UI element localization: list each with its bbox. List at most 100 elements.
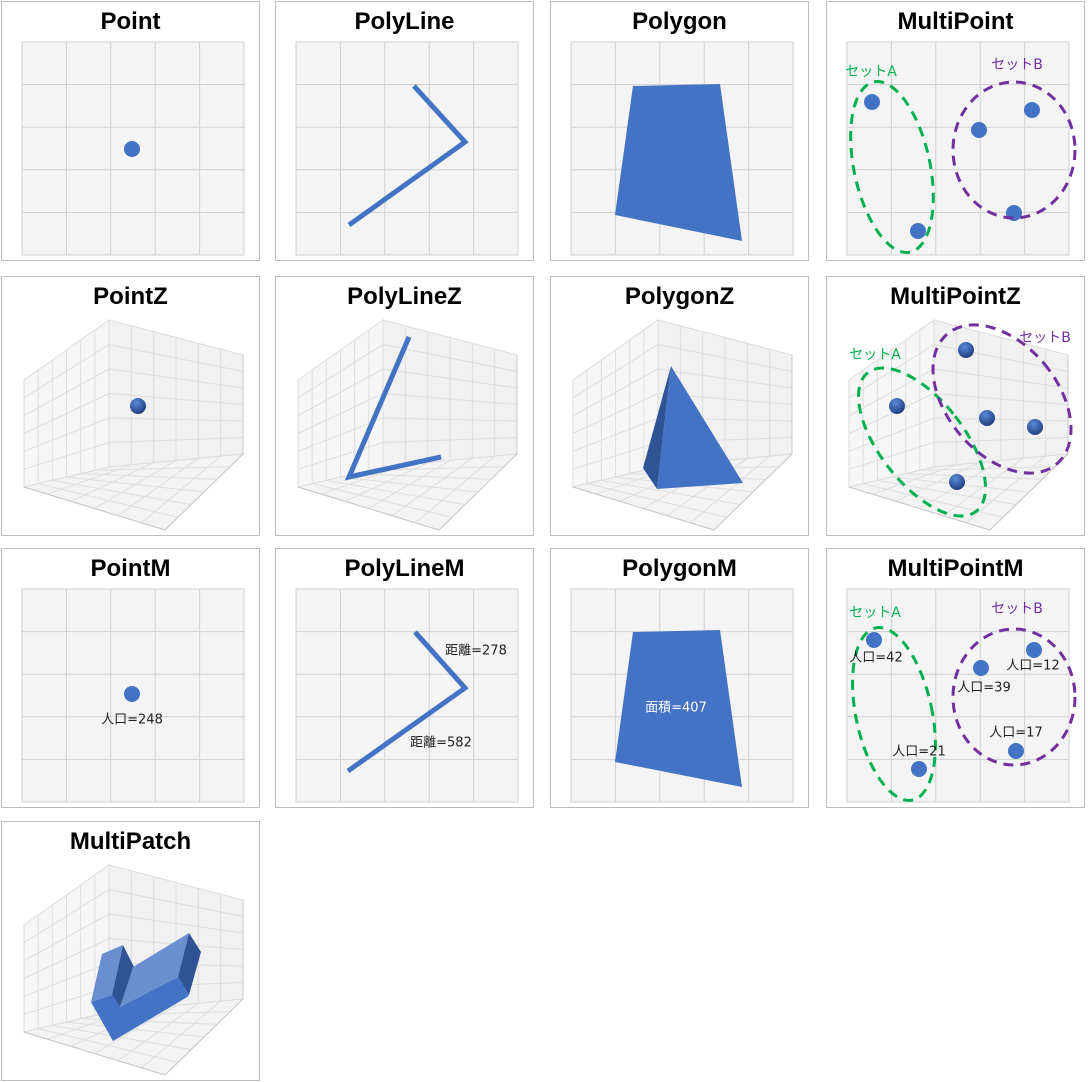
point-marker	[958, 342, 974, 358]
set-a-ellipse	[851, 626, 937, 802]
set-b-label: セットB	[1019, 330, 1071, 346]
grid-line	[141, 1000, 221, 1069]
panel-polyline: PolyLine	[275, 1, 534, 261]
m-value-label: 人口=39	[957, 680, 1011, 696]
panel-graphic	[21, 588, 245, 803]
set-b-label: セットB	[991, 57, 1043, 73]
point-marker	[1026, 642, 1042, 658]
grid-line	[23, 442, 110, 470]
point-marker	[866, 632, 882, 648]
axis-line	[23, 900, 244, 1076]
axis-line	[848, 355, 1069, 531]
m-value-label: 人口=12	[1006, 658, 1060, 674]
point-marker	[911, 761, 927, 777]
plot-area	[295, 588, 519, 803]
panel-title: Polygon	[632, 8, 727, 35]
set-b-ellipse	[951, 627, 1077, 767]
panel-graphic	[21, 41, 245, 256]
panel-multipatch: MultiPatch	[1, 821, 260, 1081]
polygon-shape	[615, 630, 742, 787]
panel-graphic	[570, 588, 794, 803]
panel-graphic	[296, 319, 519, 531]
point-marker	[1024, 102, 1040, 118]
polygon-side-face	[643, 366, 671, 489]
panel-graphic	[571, 319, 794, 531]
panel-title: MultiPatch	[69, 828, 192, 855]
point-marker	[124, 686, 140, 702]
polygon-front-face	[657, 366, 743, 489]
grid-line	[933, 437, 1069, 443]
axis-line	[572, 355, 793, 531]
polyline-shape	[344, 336, 442, 481]
set-a-label: セットA	[849, 605, 901, 621]
polyline-shape	[347, 84, 469, 228]
set-b-ellipse	[931, 323, 1073, 475]
multipatch-pillar-side	[112, 945, 134, 1007]
m-value-label: 人口=21	[892, 744, 946, 760]
multipatch-right-side	[178, 933, 201, 995]
grid-line	[141, 455, 221, 524]
panel-title: PolygonM	[622, 555, 737, 582]
panel-title: MultiPoint	[897, 8, 1014, 35]
point-marker	[1027, 419, 1043, 435]
point-marker	[979, 410, 995, 426]
panel-multipointz: MultiPointZ セットA セットB	[826, 276, 1085, 536]
grid-line	[572, 442, 659, 470]
panel-pointm: PointM 人口=248	[1, 548, 260, 808]
panel-graphic	[570, 41, 794, 256]
point-marker	[973, 660, 989, 676]
multipatch-pillar-face	[91, 945, 123, 1002]
panel-point: Point	[1, 1, 260, 261]
m-value-label: 面積=407	[645, 700, 707, 716]
grid-line	[690, 455, 770, 524]
plot-area	[295, 41, 519, 256]
m-value-label: 人口=248	[101, 712, 163, 728]
m-value-label: 距離=278	[445, 643, 507, 659]
panel-polygonm: PolygonM 面積=407	[550, 548, 809, 808]
panel-title: MultiPointZ	[890, 283, 1021, 310]
panel-title: PolyLineZ	[347, 283, 462, 310]
set-a-ellipse	[849, 80, 935, 254]
m-value-label: 人口=42	[849, 650, 903, 666]
panel-title: MultiPointM	[887, 555, 1024, 582]
point-marker	[910, 223, 926, 239]
panel-graphic	[22, 864, 245, 1076]
plot-area	[846, 41, 1070, 256]
grid-line	[415, 455, 495, 524]
panel-title: PolygonZ	[624, 283, 735, 310]
panel-title: PointM	[90, 555, 171, 582]
panel-title: PolyLine	[354, 8, 455, 35]
panel-title: Point	[100, 8, 161, 35]
plot-area	[846, 588, 1070, 803]
axis-line	[23, 355, 244, 531]
grid-line	[108, 437, 244, 443]
m-value-label: 人口=17	[989, 725, 1043, 741]
point-marker	[130, 398, 146, 414]
polygon-shape	[615, 84, 742, 241]
panel-multipointm: MultiPointM セットA セットB 人口=42 人口=21 人口=39 人口=12 人…	[826, 548, 1085, 808]
panel-polylinez: PolyLineZ	[275, 276, 534, 536]
panel-graphic	[846, 41, 1077, 256]
set-b-ellipse	[951, 80, 1077, 220]
grid-line	[966, 455, 1046, 524]
panel-graphic	[22, 319, 245, 531]
grid-line	[848, 442, 935, 470]
axis-line	[297, 355, 518, 531]
panel-pointz: PointZ	[1, 276, 260, 536]
point-marker	[1008, 743, 1024, 759]
grid-line	[297, 442, 384, 470]
multipatch-front-slab	[113, 977, 189, 1041]
point-marker	[864, 94, 880, 110]
set-a-label: セットA	[849, 347, 901, 363]
panel-title: PointZ	[93, 283, 168, 310]
point-marker	[889, 398, 905, 414]
panel-graphic	[295, 588, 519, 803]
set-b-label: セットB	[991, 601, 1043, 617]
panel-polygon: Polygon	[550, 1, 809, 261]
panel-graphic	[295, 41, 519, 256]
panel-polygonz: PolygonZ	[550, 276, 809, 536]
point-marker	[949, 474, 965, 490]
multipatch-top-face	[120, 933, 189, 1007]
panel-graphic	[847, 319, 1073, 531]
panel-multipoint: MultiPoint セットA セットB	[826, 1, 1085, 261]
